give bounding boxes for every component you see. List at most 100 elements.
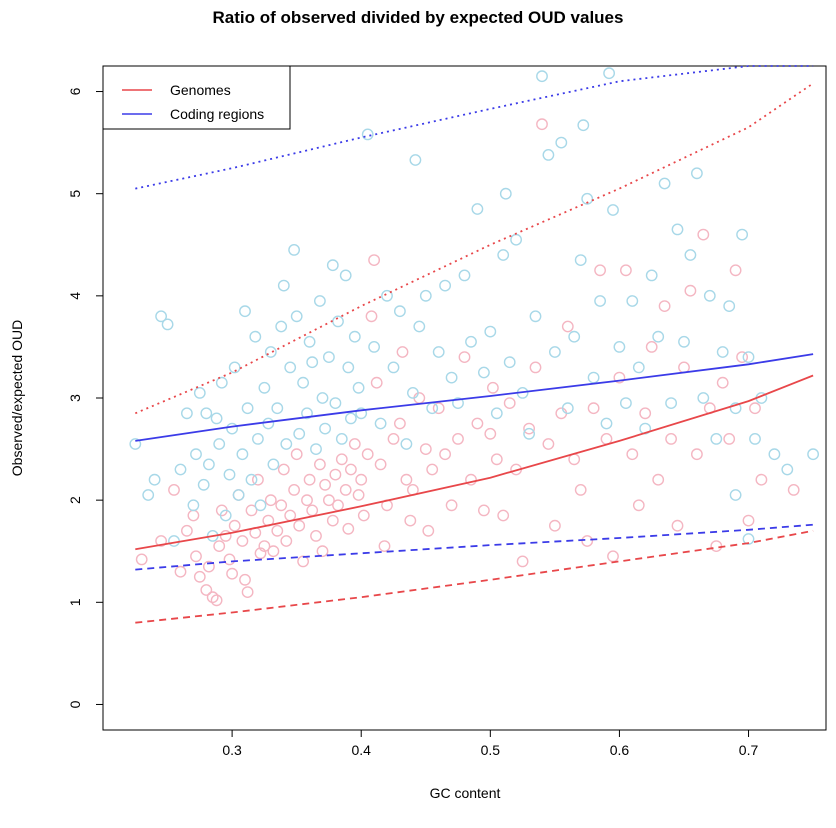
data-point-genomes bbox=[267, 545, 280, 558]
data-point-coding-regions bbox=[335, 432, 348, 445]
data-point-coding-regions bbox=[148, 473, 161, 486]
data-point-genomes bbox=[736, 351, 748, 363]
data-point-genomes bbox=[361, 448, 374, 461]
data-point-genomes bbox=[135, 553, 148, 566]
data-point-coding-regions bbox=[241, 402, 254, 415]
data-point-coding-regions bbox=[277, 279, 290, 292]
data-point-genomes bbox=[486, 381, 499, 394]
genomes-dashed-line bbox=[135, 529, 814, 624]
data-point-coding-regions bbox=[452, 397, 464, 409]
data-point-genomes bbox=[787, 483, 800, 496]
data-point-coding-regions bbox=[381, 289, 393, 302]
data-point-coding-regions bbox=[339, 269, 352, 282]
legend: Genomes Coding regions bbox=[102, 65, 291, 130]
y-tick-label: 5 bbox=[67, 190, 83, 198]
data-point-coding-regions bbox=[581, 192, 594, 205]
coding-regions-dashed-line bbox=[135, 523, 814, 571]
data-point-coding-regions bbox=[190, 448, 202, 461]
legend-box bbox=[102, 65, 291, 130]
data-point-coding-regions bbox=[406, 386, 419, 399]
x-tick-label: 0.5 bbox=[481, 742, 501, 758]
y-tick-label: 1 bbox=[67, 598, 83, 606]
data-point-coding-regions bbox=[232, 489, 245, 501]
data-point-genomes bbox=[419, 443, 432, 455]
data-point-genomes bbox=[210, 594, 223, 607]
data-point-coding-regions bbox=[319, 422, 331, 435]
data-point-genomes bbox=[275, 499, 288, 512]
data-point-coding-regions bbox=[426, 402, 439, 415]
data-point-genomes bbox=[245, 504, 258, 517]
data-point-genomes bbox=[587, 402, 600, 415]
data-point-genomes bbox=[155, 535, 168, 547]
y-tick-label: 0 bbox=[67, 700, 83, 708]
data-point-coding-regions bbox=[361, 128, 374, 141]
data-point-coding-regions bbox=[432, 346, 445, 358]
data-point-coding-regions bbox=[697, 392, 710, 404]
data-point-genomes bbox=[729, 264, 742, 277]
data-point-coding-regions bbox=[729, 402, 742, 415]
data-point-genomes bbox=[290, 448, 303, 461]
data-point-coding-regions bbox=[271, 402, 284, 415]
data-point-genomes bbox=[280, 535, 293, 547]
data-point-coding-regions bbox=[529, 310, 542, 323]
data-point-coding-regions bbox=[168, 535, 180, 547]
data-point-coding-regions bbox=[326, 259, 339, 272]
data-point-genomes bbox=[658, 300, 671, 312]
data-point-genomes bbox=[319, 478, 331, 491]
data-point-genomes bbox=[303, 473, 316, 486]
data-point-coding-regions bbox=[549, 346, 561, 358]
data-point-genomes bbox=[458, 351, 471, 363]
x-tick-label: 0.4 bbox=[351, 742, 371, 758]
data-point-coding-regions bbox=[613, 340, 626, 353]
data-point-genomes bbox=[174, 565, 187, 578]
data-point-genomes bbox=[339, 483, 352, 496]
data-point-genomes bbox=[258, 540, 271, 552]
data-point-genomes bbox=[355, 473, 368, 486]
data-point-genomes bbox=[332, 499, 344, 512]
data-point-coding-regions bbox=[542, 148, 555, 161]
x-axis-title: GC content bbox=[430, 785, 501, 801]
data-point-genomes bbox=[277, 463, 290, 476]
legend-label-genomes: Genomes bbox=[170, 82, 231, 98]
y-axis-title: Observed/expected OUD bbox=[9, 320, 25, 476]
data-point-coding-regions bbox=[600, 417, 613, 430]
data-point-genomes bbox=[400, 473, 413, 486]
data-point-genomes bbox=[626, 448, 639, 461]
data-point-coding-regions bbox=[310, 443, 322, 455]
data-point-coding-regions bbox=[393, 305, 406, 318]
data-point-coding-regions bbox=[458, 269, 471, 282]
data-point-coding-regions bbox=[594, 295, 606, 307]
data-point-genomes bbox=[645, 340, 658, 353]
data-point-genomes bbox=[193, 570, 206, 583]
data-point-coding-regions bbox=[180, 407, 193, 420]
data-point-coding-regions bbox=[749, 432, 761, 445]
data-point-genomes bbox=[344, 463, 357, 476]
axes-layer: 0.3 0.4 0.5 0.6 0.7 0 1 2 3 4 5 6 bbox=[67, 87, 758, 758]
data-point-genomes bbox=[755, 473, 768, 486]
y-tick-label: 6 bbox=[67, 87, 83, 95]
data-point-coding-regions bbox=[387, 361, 400, 374]
data-point-genomes bbox=[620, 264, 632, 277]
data-point-genomes bbox=[445, 499, 458, 512]
data-point-coding-regions bbox=[620, 397, 632, 409]
data-point-genomes bbox=[306, 504, 319, 517]
data-point-genomes bbox=[342, 522, 355, 535]
data-point-genomes bbox=[723, 432, 736, 445]
data-point-genomes bbox=[393, 417, 406, 430]
data-point-genomes bbox=[542, 438, 555, 450]
data-point-coding-regions bbox=[187, 499, 200, 512]
data-point-coding-regions bbox=[574, 254, 587, 267]
data-point-coding-regions bbox=[484, 325, 497, 338]
data-point-coding-regions bbox=[736, 228, 748, 241]
data-point-genomes bbox=[439, 448, 451, 461]
data-point-genomes bbox=[652, 473, 665, 486]
data-point-coding-regions bbox=[200, 407, 213, 420]
data-point-coding-regions bbox=[716, 346, 729, 358]
data-point-genomes bbox=[671, 519, 684, 532]
data-point-genomes bbox=[348, 438, 361, 450]
data-point-genomes bbox=[180, 524, 193, 537]
data-point-genomes bbox=[613, 371, 626, 384]
data-point-coding-regions bbox=[329, 397, 342, 409]
data-point-genomes bbox=[365, 310, 378, 323]
data-point-genomes bbox=[678, 361, 690, 374]
